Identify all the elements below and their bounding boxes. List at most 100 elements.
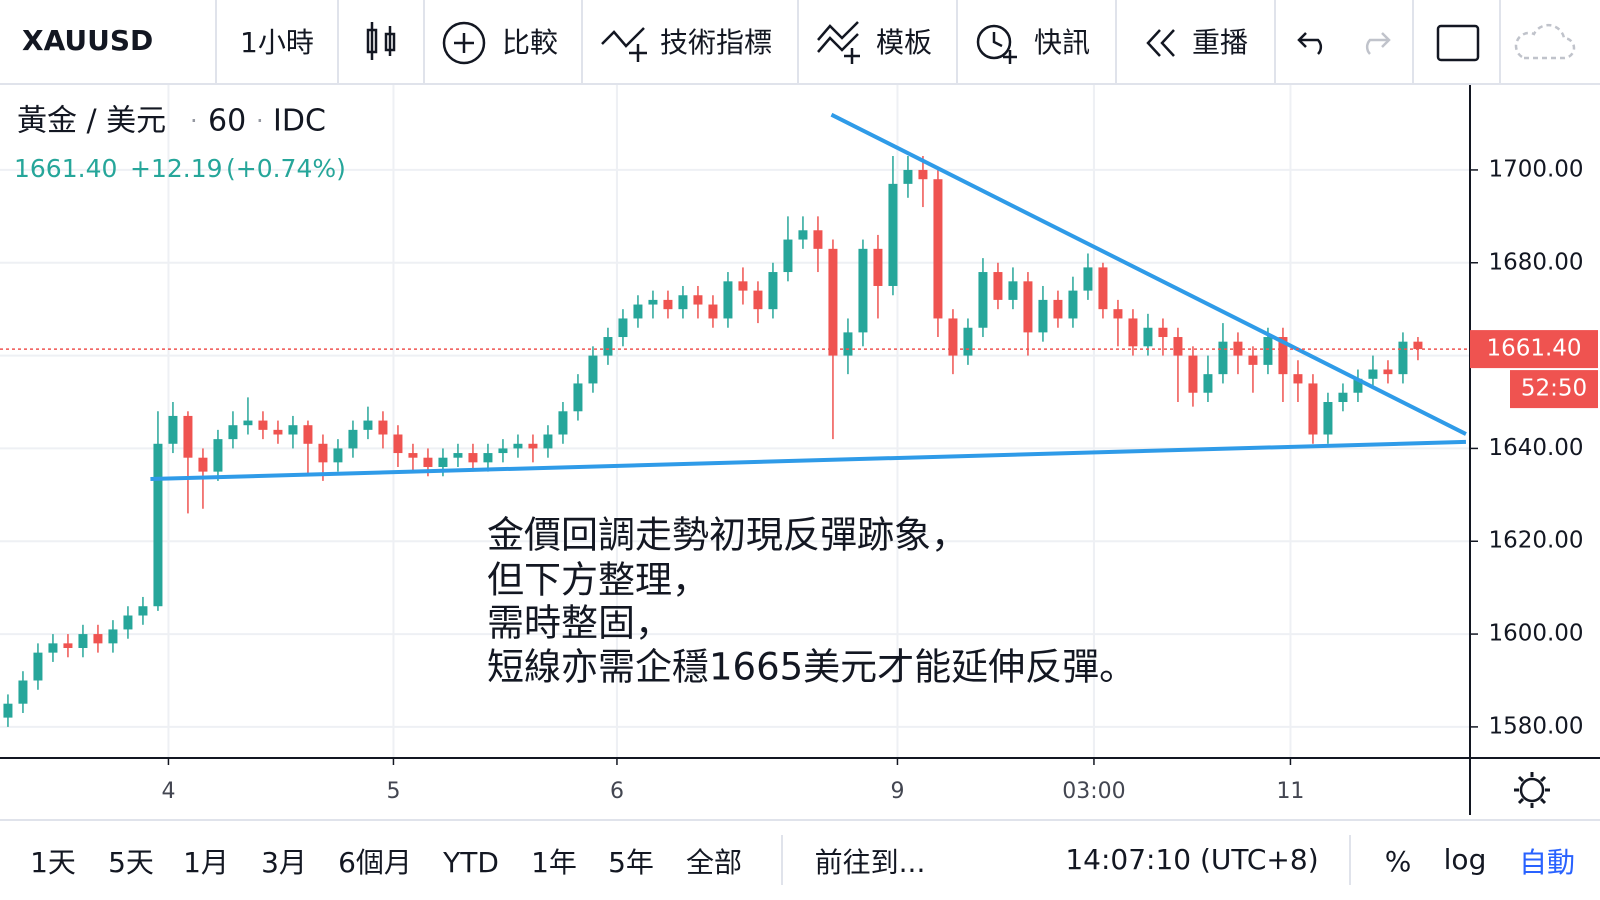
template-icon[interactable] xyxy=(817,21,860,64)
separator: · xyxy=(190,107,198,135)
candle-body xyxy=(1008,281,1018,300)
candle-body xyxy=(723,281,733,319)
range-button[interactable]: YTD xyxy=(442,846,499,879)
candle-body xyxy=(738,281,748,291)
redo-icon[interactable] xyxy=(1365,32,1391,55)
candle-body xyxy=(168,415,178,444)
candle-body xyxy=(93,634,103,644)
candle-body xyxy=(888,183,898,286)
candle-body xyxy=(1293,374,1303,384)
candle-body xyxy=(1413,341,1423,350)
resolution: 60 xyxy=(208,104,246,139)
candle-body xyxy=(1338,392,1348,403)
range-button[interactable]: 5年 xyxy=(608,846,654,879)
templates[interactable]: 模板 xyxy=(876,26,932,59)
candle-body xyxy=(1083,267,1093,291)
candle-body xyxy=(258,420,268,430)
candle-body xyxy=(918,169,928,180)
candle-body xyxy=(843,332,853,356)
x-tick-label: 4 xyxy=(161,779,175,804)
cloud-icon[interactable] xyxy=(1514,23,1576,60)
candle-body xyxy=(573,383,583,412)
candle-icon[interactable] xyxy=(366,22,396,60)
replay[interactable]: 重播 xyxy=(1192,26,1248,59)
candle-body xyxy=(513,443,523,449)
range-button[interactable]: 全部 xyxy=(686,846,742,879)
candle-body xyxy=(1068,290,1078,319)
candle-body xyxy=(453,453,463,458)
replay-icon[interactable] xyxy=(1146,29,1175,57)
candle-body xyxy=(753,290,763,310)
top-toolbar xyxy=(0,0,1600,85)
range-button[interactable]: 6個月 xyxy=(338,846,412,879)
candle-body xyxy=(1113,309,1123,319)
goto[interactable]: 前往到... xyxy=(815,846,926,879)
annotation-line: 金價回調走勢初現反彈跡象， xyxy=(487,514,968,557)
candle-body xyxy=(108,629,118,644)
candle-body xyxy=(1023,281,1033,333)
range-button[interactable]: 3月 xyxy=(261,846,307,879)
candle-body xyxy=(483,453,493,463)
compare-icon[interactable] xyxy=(442,21,486,65)
annotation-line: 但下方整理， xyxy=(487,559,709,602)
undo-icon[interactable] xyxy=(1297,32,1323,55)
auto-toggle[interactable]: 自動 xyxy=(1519,846,1575,879)
candle-body xyxy=(213,439,223,472)
candle-body xyxy=(498,448,508,454)
candle-body xyxy=(183,415,193,458)
candle-body xyxy=(528,443,538,449)
candle-body xyxy=(273,429,283,435)
candle-body xyxy=(63,643,73,648)
y-tick-label: 1640.00 xyxy=(1488,435,1583,461)
annotation: 金價回調走勢初現反彈跡象， 但下方整理， 需時整固， 短線亦需企穩1665美元才… xyxy=(487,514,1136,689)
x-tick-label: 9 xyxy=(890,779,904,804)
alert-icon[interactable] xyxy=(976,24,1017,64)
log-toggle[interactable]: log xyxy=(1444,843,1487,876)
candle-body xyxy=(633,304,643,319)
range-button[interactable]: 1天 xyxy=(30,846,76,879)
indicators[interactable]: 技術指標 xyxy=(660,26,772,59)
candle-body xyxy=(933,179,943,319)
alerts[interactable]: 快訊 xyxy=(1034,26,1090,59)
settings-icon[interactable] xyxy=(1514,772,1550,808)
x-tick-label: 03:00 xyxy=(1062,779,1125,804)
range-button[interactable]: 5天 xyxy=(108,846,154,879)
candle-body xyxy=(228,425,238,440)
last-price-box xyxy=(1470,330,1598,369)
candle-body xyxy=(693,295,703,305)
candle-body xyxy=(603,337,613,356)
candle-body xyxy=(288,425,298,435)
toolbar-separators xyxy=(215,0,1501,84)
candle-body xyxy=(1353,378,1363,393)
candle-body xyxy=(33,652,43,681)
range-button[interactable]: 1年 xyxy=(531,846,577,879)
candle-body xyxy=(1143,327,1153,347)
trendline xyxy=(150,439,1467,482)
y-tick-label: 1600.00 xyxy=(1488,621,1583,647)
annotation-line: 需時整固， xyxy=(487,602,672,645)
bottom-toolbar: 前往到... 14:07:10 (UTC+8) % log 自動 1天 5天 1月 3… xyxy=(30,843,1575,879)
layout-icon[interactable] xyxy=(1436,24,1480,62)
candle-body xyxy=(408,453,418,458)
range-button[interactable]: 1月 xyxy=(183,846,229,879)
header-price: 1661.40 xyxy=(14,154,117,183)
candle-body xyxy=(1218,341,1228,375)
candle-body xyxy=(18,680,28,704)
candle-body xyxy=(648,299,658,305)
compare[interactable]: 比較 xyxy=(502,26,558,59)
interval[interactable]: 1小時 xyxy=(240,26,314,59)
candle-body xyxy=(993,272,1003,300)
percent-toggle[interactable]: % xyxy=(1385,845,1412,878)
candle-body xyxy=(558,411,568,435)
candle-body xyxy=(393,434,403,454)
header-change-pct: (+0.74%) xyxy=(226,154,346,183)
indicator-icon[interactable] xyxy=(601,27,647,62)
candle-body xyxy=(1098,267,1108,310)
candle-body xyxy=(1248,355,1258,365)
y-tick-label: 1680.00 xyxy=(1488,249,1583,275)
y-tick-label: 1700.00 xyxy=(1488,156,1583,182)
symbol[interactable]: XAUUSD xyxy=(22,24,153,57)
candle-body xyxy=(1053,299,1063,319)
candle-body xyxy=(1383,369,1393,375)
